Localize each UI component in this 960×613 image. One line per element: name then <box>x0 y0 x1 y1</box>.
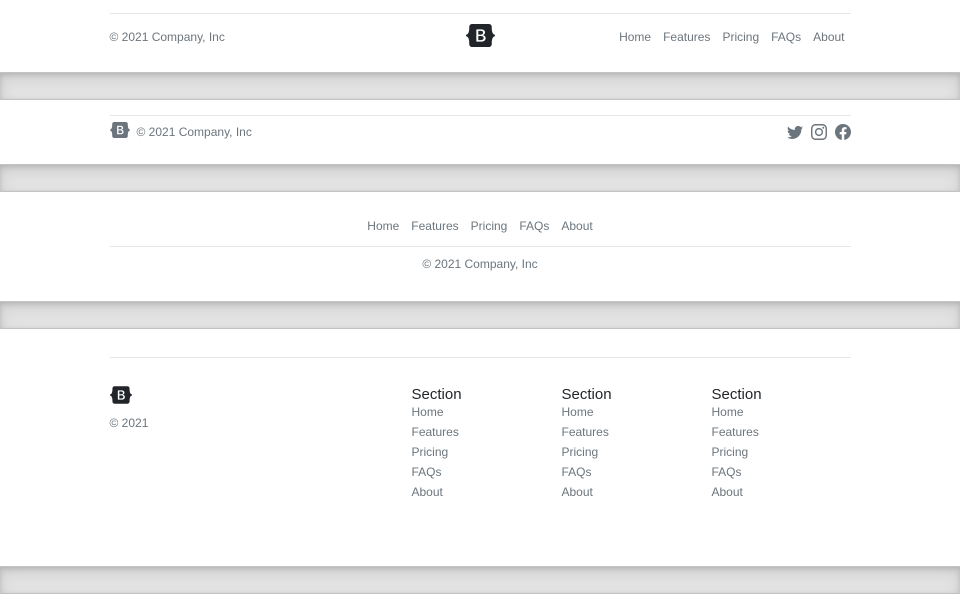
nav-link-about[interactable]: About <box>711 485 743 499</box>
nav-item: Home <box>361 212 405 240</box>
nav-link-features[interactable]: Features <box>663 30 711 44</box>
nav-link-pricing[interactable]: Pricing <box>711 445 749 459</box>
nav-link-home[interactable]: Home <box>711 405 744 419</box>
nav-link-home[interactable]: Home <box>619 30 652 44</box>
nav-link-home[interactable]: Home <box>367 219 400 233</box>
nav-item: FAQs <box>412 465 562 479</box>
twitter-icon <box>787 124 803 140</box>
footer-section-3: Section Home Features Pricing FAQs About <box>712 386 862 505</box>
nav-item: FAQs <box>712 465 862 479</box>
copyright-text: © 2021 Company, Inc <box>422 257 538 271</box>
twitter-link[interactable] <box>787 124 803 140</box>
nav-item: Home <box>562 405 712 419</box>
copyright-text: © 2021 Company, Inc <box>109 30 225 44</box>
nav-item: Features <box>562 425 712 439</box>
nav-link-home[interactable]: Home <box>411 405 444 419</box>
footer-columns: © 2021 Section Home Features Pricing FAQ… <box>109 357 851 566</box>
nav-item: About <box>712 485 862 499</box>
section-links: Home Features Pricing FAQs About <box>562 405 712 499</box>
footer-basic-copyright-col: © 2021 Company, Inc <box>110 30 357 44</box>
footer-basic: © 2021 Company, Inc Home Features Pricin… <box>109 13 851 63</box>
brand-logo-link[interactable] <box>466 24 495 50</box>
nav-item: Features <box>657 23 716 51</box>
nav-item: Pricing <box>465 212 514 240</box>
footer-basic-logo-col <box>357 24 604 50</box>
nav-link-faqs[interactable]: FAQs <box>711 465 742 479</box>
section-links: Home Features Pricing FAQs About <box>412 405 562 499</box>
nav-item: FAQs <box>513 212 555 240</box>
copyright-text: © 2021 <box>109 416 149 430</box>
nav-item: Features <box>412 425 562 439</box>
facebook-icon <box>835 124 851 140</box>
brand-logo-link[interactable] <box>110 393 132 407</box>
nav-link-faqs[interactable]: FAQs <box>519 219 550 233</box>
nav-link-home[interactable]: Home <box>561 405 594 419</box>
nav-item: Home <box>412 405 562 419</box>
footer-columns-brand: © 2021 <box>109 386 412 505</box>
nav-item: Pricing <box>412 445 562 459</box>
brand-logo-link[interactable] <box>110 122 130 141</box>
footer-centered: Home Features Pricing FAQs About © 2021 … <box>109 212 851 272</box>
section-title: Section <box>711 386 762 403</box>
nav-link-features[interactable]: Features <box>711 425 759 439</box>
nav-item: FAQs <box>562 465 712 479</box>
nav-item: About <box>412 485 562 499</box>
facebook-link[interactable] <box>835 124 851 140</box>
nav-item: Pricing <box>562 445 712 459</box>
nav-link-faqs[interactable]: FAQs <box>411 465 442 479</box>
copyright-text: © 2021 Company, Inc <box>136 124 252 139</box>
section-title: Section <box>411 386 462 403</box>
bootstrap-logo-icon <box>466 24 495 47</box>
nav-item: Features <box>405 212 464 240</box>
instagram-icon <box>811 124 827 140</box>
footer-social: © 2021 Company, Inc <box>109 115 851 149</box>
nav-item: About <box>807 23 850 51</box>
nav-link-pricing[interactable]: Pricing <box>470 219 508 233</box>
nav-link-faqs[interactable]: FAQs <box>771 30 802 44</box>
nav-item: Home <box>712 405 862 419</box>
bootstrap-logo-icon <box>110 122 130 138</box>
footer-section-1: Section Home Features Pricing FAQs About <box>412 386 562 505</box>
nav-item: Pricing <box>712 445 862 459</box>
footer-centered-nav: Home Features Pricing FAQs About <box>109 212 851 247</box>
example-divider <box>0 301 960 329</box>
section-links: Home Features Pricing FAQs About <box>712 405 862 499</box>
nav-item: About <box>555 212 598 240</box>
example-divider <box>0 164 960 192</box>
nav-link-about[interactable]: About <box>411 485 443 499</box>
footer-basic-nav: Home Features Pricing FAQs About <box>604 23 851 51</box>
footer-section-2: Section Home Features Pricing FAQs About <box>562 386 712 505</box>
nav-item: Features <box>712 425 862 439</box>
nav-link-features[interactable]: Features <box>411 425 459 439</box>
example-divider <box>0 566 960 594</box>
instagram-link[interactable] <box>811 124 827 140</box>
nav-item: Home <box>613 23 657 51</box>
nav-link-pricing[interactable]: Pricing <box>411 445 449 459</box>
bootstrap-logo-icon <box>110 386 132 404</box>
footer-social-brand: © 2021 Company, Inc <box>110 122 252 141</box>
nav-link-faqs[interactable]: FAQs <box>561 465 592 479</box>
nav-item: About <box>562 485 712 499</box>
nav-item: FAQs <box>765 23 807 51</box>
nav-link-about[interactable]: About <box>561 219 593 233</box>
nav-link-features[interactable]: Features <box>561 425 609 439</box>
nav-link-features[interactable]: Features <box>411 219 459 233</box>
nav-link-pricing[interactable]: Pricing <box>561 445 599 459</box>
social-links <box>779 124 851 140</box>
nav-item: Pricing <box>716 23 765 51</box>
section-title: Section <box>561 386 612 403</box>
nav-link-about[interactable]: About <box>813 30 845 44</box>
nav-link-pricing[interactable]: Pricing <box>722 30 760 44</box>
nav-link-about[interactable]: About <box>561 485 593 499</box>
example-divider <box>0 72 960 100</box>
